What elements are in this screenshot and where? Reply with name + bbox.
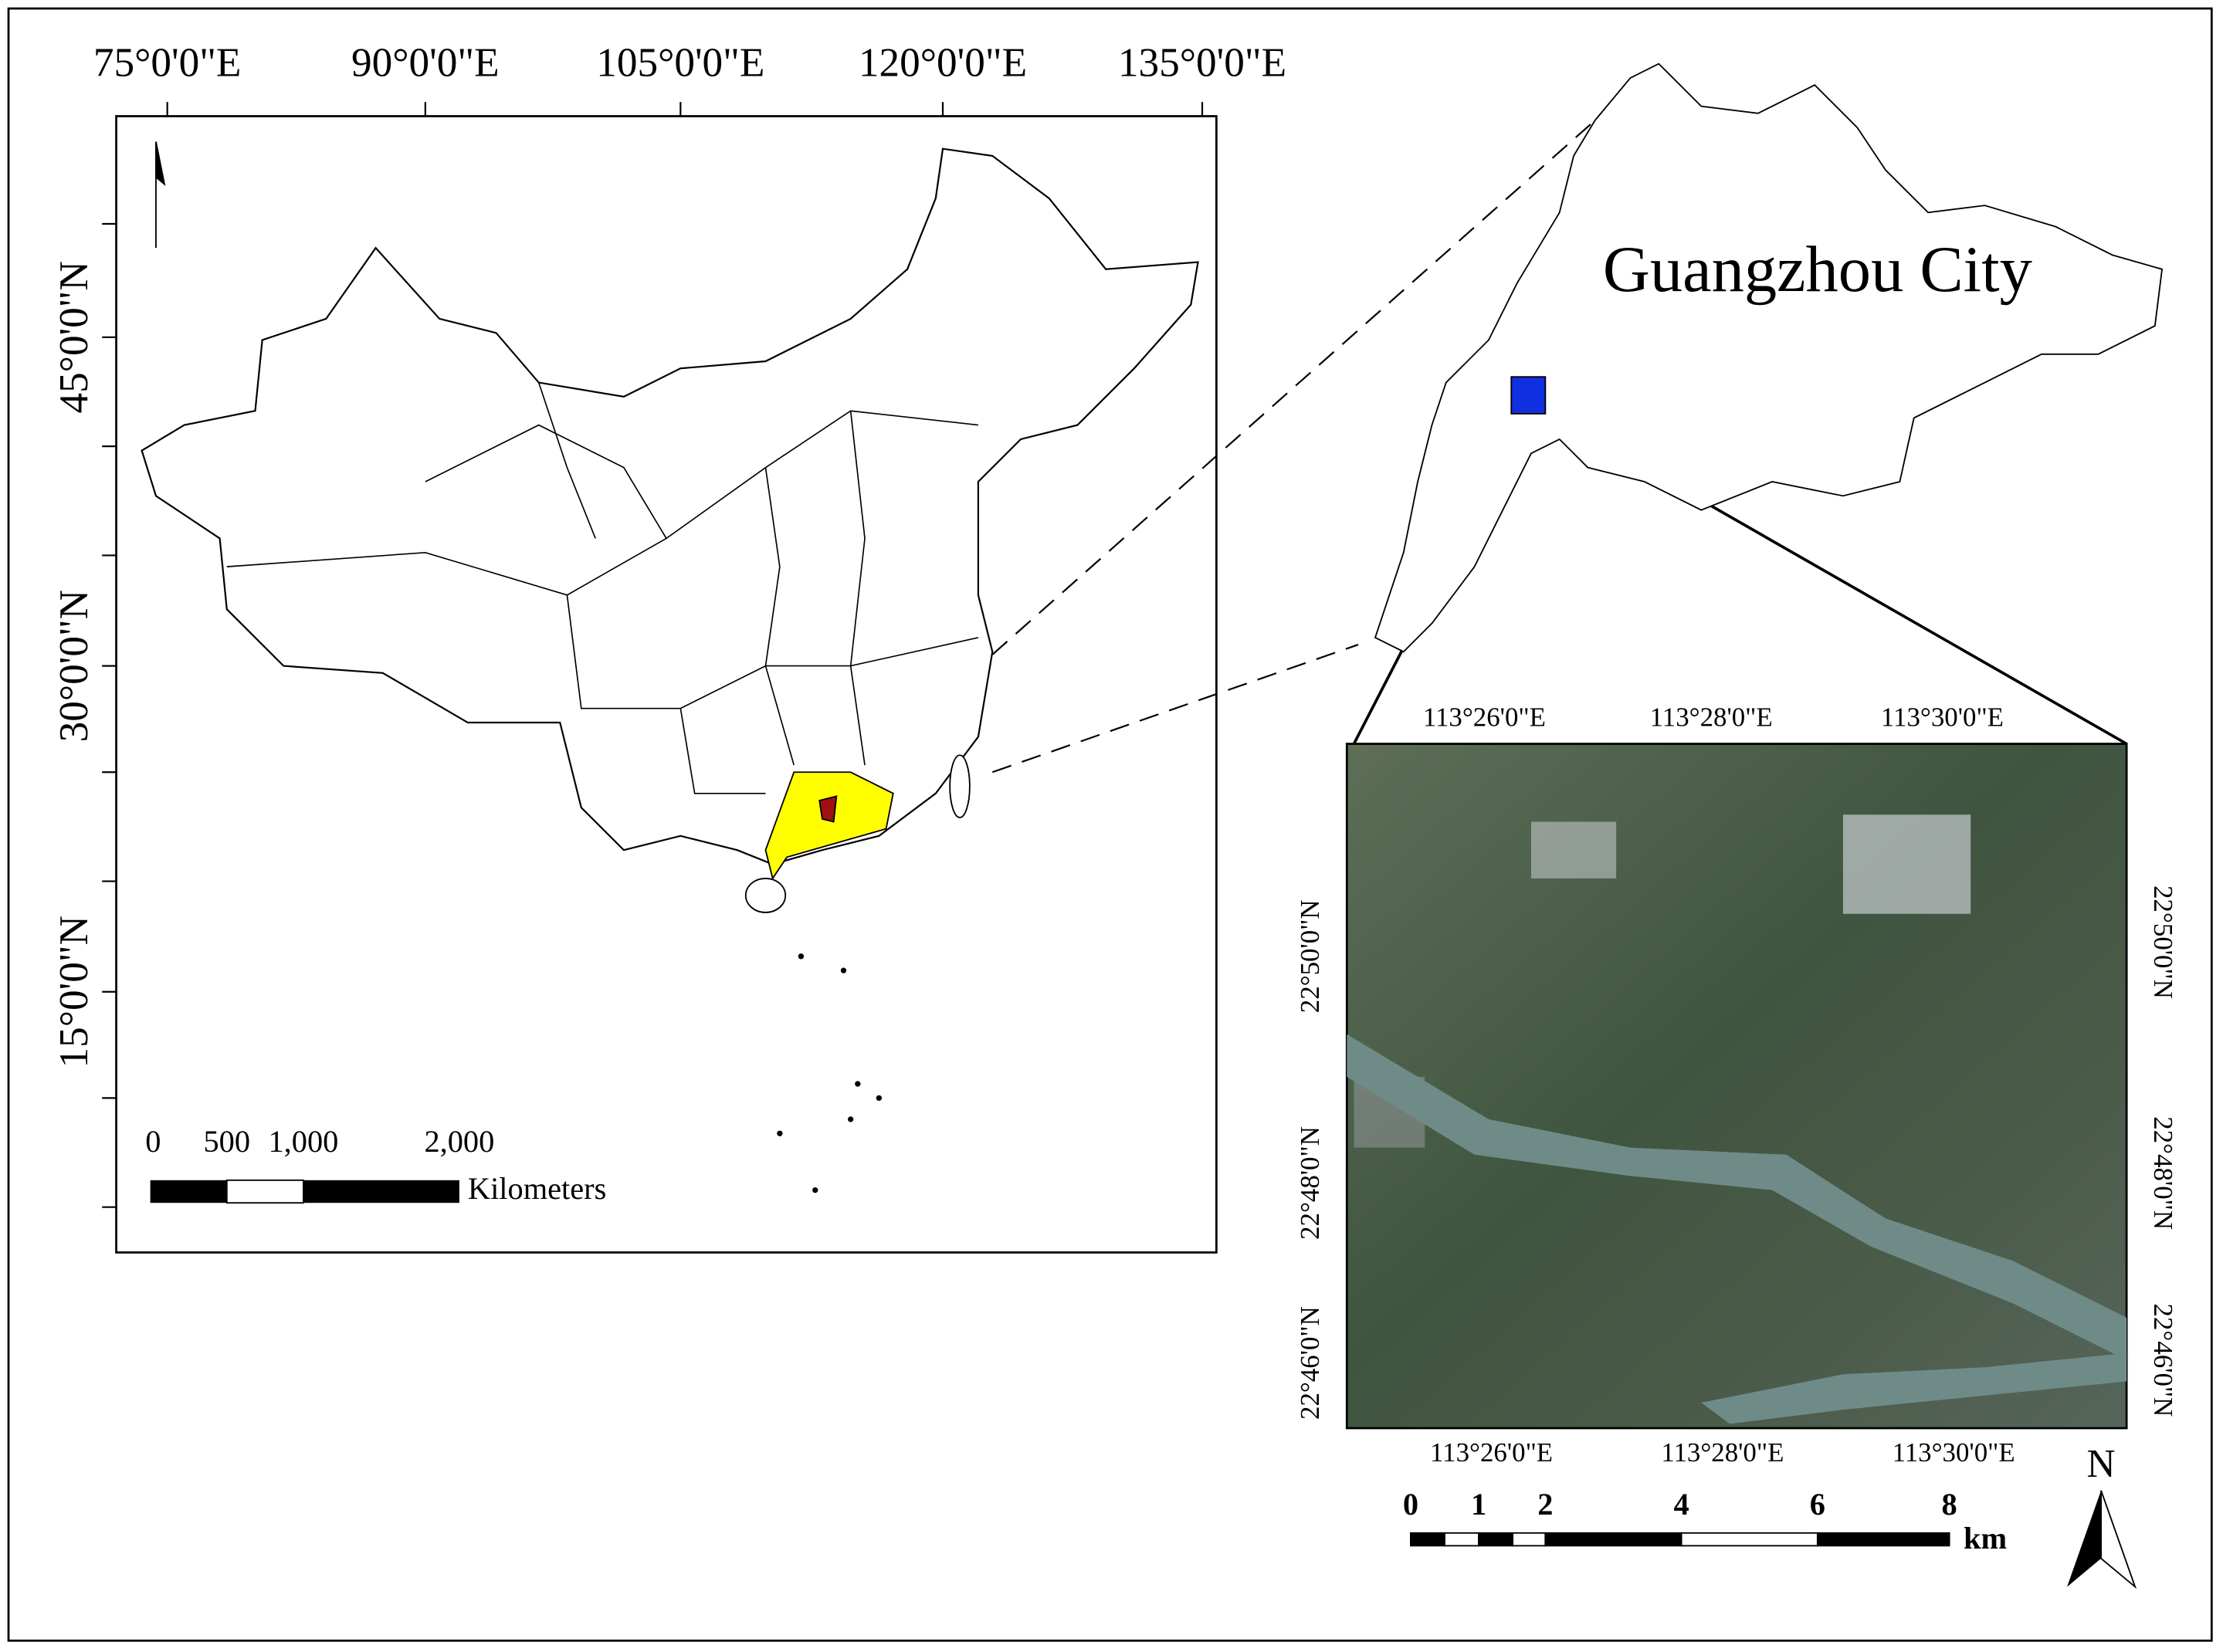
- inset-lat-label: 22°50'0"N: [1295, 899, 1325, 1013]
- city-title: Guangzhou City: [1603, 234, 2032, 306]
- outer-border: [7, 7, 2213, 1642]
- lon-label: 105°0'0"E: [596, 39, 764, 85]
- inset-lon-label: 113°26'0"E: [1430, 1437, 1553, 1468]
- scale-label: 0: [145, 1124, 161, 1159]
- inset-scale-bar: [1409, 1532, 1950, 1547]
- scale-label: 500: [203, 1124, 250, 1159]
- inset-lat-label: 22°46'0"N: [1295, 1306, 1325, 1420]
- lat-label: 15°0'0"N: [51, 916, 97, 1068]
- province-borders: [226, 382, 979, 794]
- ticks: [102, 102, 1204, 1208]
- inset-scale-label: 6: [1810, 1487, 1825, 1522]
- inset-lat-label: 22°50'0"N: [2148, 885, 2178, 999]
- inset-lon-label: 113°30'0"E: [1881, 702, 2004, 732]
- north-arrow-small: [155, 141, 166, 249]
- lat-label: 30°0'0"N: [51, 590, 97, 742]
- scale-seg: [225, 1179, 304, 1204]
- inset-scale-label: 8: [1942, 1487, 1957, 1522]
- urban-area: [1530, 821, 1617, 878]
- inset-lon-label: 113°28'0"E: [1661, 1437, 1784, 1468]
- inset-scale-unit: km: [1964, 1521, 2007, 1556]
- study-area-box: [1510, 376, 1547, 415]
- inset-scale-label: 2: [1537, 1487, 1553, 1522]
- inset-lat-label: 22°46'0"N: [2148, 1304, 2178, 1417]
- inset-scale-label: 4: [1674, 1487, 1689, 1522]
- river: [1701, 1352, 2127, 1424]
- guangzhou-mark: [818, 795, 838, 823]
- taiwan: [949, 754, 971, 818]
- scale-seg: [303, 1180, 459, 1203]
- urban-area: [1842, 814, 1971, 914]
- inset-lat-label: 22°48'0"N: [2148, 1116, 2178, 1230]
- lon-label: 75°0'0"E: [93, 39, 242, 85]
- scale-label: 2,000: [424, 1124, 494, 1159]
- lon-label: 120°0'0"E: [859, 39, 1027, 85]
- north-arrow: [2067, 1490, 2137, 1589]
- islands: [777, 953, 883, 1193]
- inset-lon-label: 113°30'0"E: [1893, 1437, 2015, 1468]
- inset-lon-label: 113°28'0"E: [1650, 702, 1773, 732]
- north-label: N: [2087, 1442, 2116, 1486]
- inset-scale-label: 1: [1471, 1487, 1486, 1522]
- lon-label: 90°0'0"E: [351, 39, 500, 85]
- hainan: [744, 877, 787, 913]
- inset-map: 113°26'0"E 113°28'0"E 113°30'0"E 113°26'…: [1295, 702, 2178, 1589]
- china-map: 75°0'0"E 90°0'0"E 105°0'0"E 120°0'0"E 13…: [51, 39, 1286, 1254]
- guangzhou-outline: [1374, 63, 2164, 653]
- guangdong: [764, 771, 894, 881]
- satellite-image: [1345, 743, 2128, 1430]
- inset-lat-label: 22°48'0"N: [1295, 1126, 1325, 1240]
- scale-unit: Kilometers: [468, 1171, 606, 1206]
- lon-label: 135°0'0"E: [1118, 39, 1286, 85]
- scale-seg: [150, 1180, 227, 1203]
- china-outline: [141, 147, 1199, 865]
- inset-lon-label: 113°26'0"E: [1423, 702, 1546, 732]
- scale-label: 1,000: [268, 1124, 338, 1159]
- lat-label: 45°0'0"N: [51, 261, 97, 413]
- inset-scale-label: 0: [1403, 1487, 1418, 1522]
